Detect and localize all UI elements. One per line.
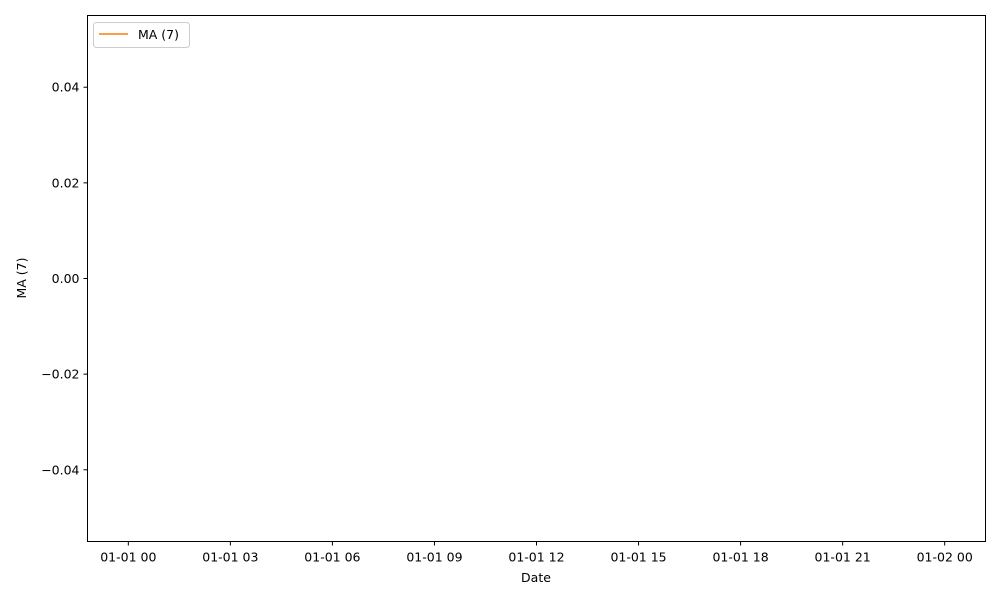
plot-frame [87, 15, 986, 542]
legend-label-ma7: MA (7) [138, 27, 179, 42]
x-tick-label: 01-01 03 [202, 550, 258, 565]
y-axis-ticks: 0.04 0.02 0.00 −0.02 −0.04 [41, 80, 88, 477]
y-tick-label: 0.02 [52, 175, 80, 190]
y-tick-label: −0.04 [41, 462, 79, 477]
x-tick-label: 01-01 18 [712, 550, 768, 565]
x-tick-label: 01-01 09 [406, 550, 462, 565]
x-tick-label: 01-01 12 [508, 550, 564, 565]
x-tick-label: 01-02 00 [917, 550, 973, 565]
x-tick-label: 01-01 06 [304, 550, 360, 565]
y-tick-label: 0.04 [52, 80, 80, 95]
legend: MA (7) [93, 22, 190, 48]
x-axis-label: Date [521, 570, 551, 585]
x-axis-ticks: 01-01 00 01-01 03 01-01 06 01-01 09 01-01 12… [100, 541, 973, 565]
legend-box [93, 22, 190, 48]
x-tick-label: 01-01 00 [100, 550, 156, 565]
y-axis-label: MA (7) [14, 257, 29, 298]
x-tick-label: 01-01 21 [815, 550, 871, 565]
y-tick-label: 0.00 [52, 271, 80, 286]
y-tick-label: −0.02 [41, 367, 79, 382]
x-tick-label: 01-01 15 [610, 550, 666, 565]
